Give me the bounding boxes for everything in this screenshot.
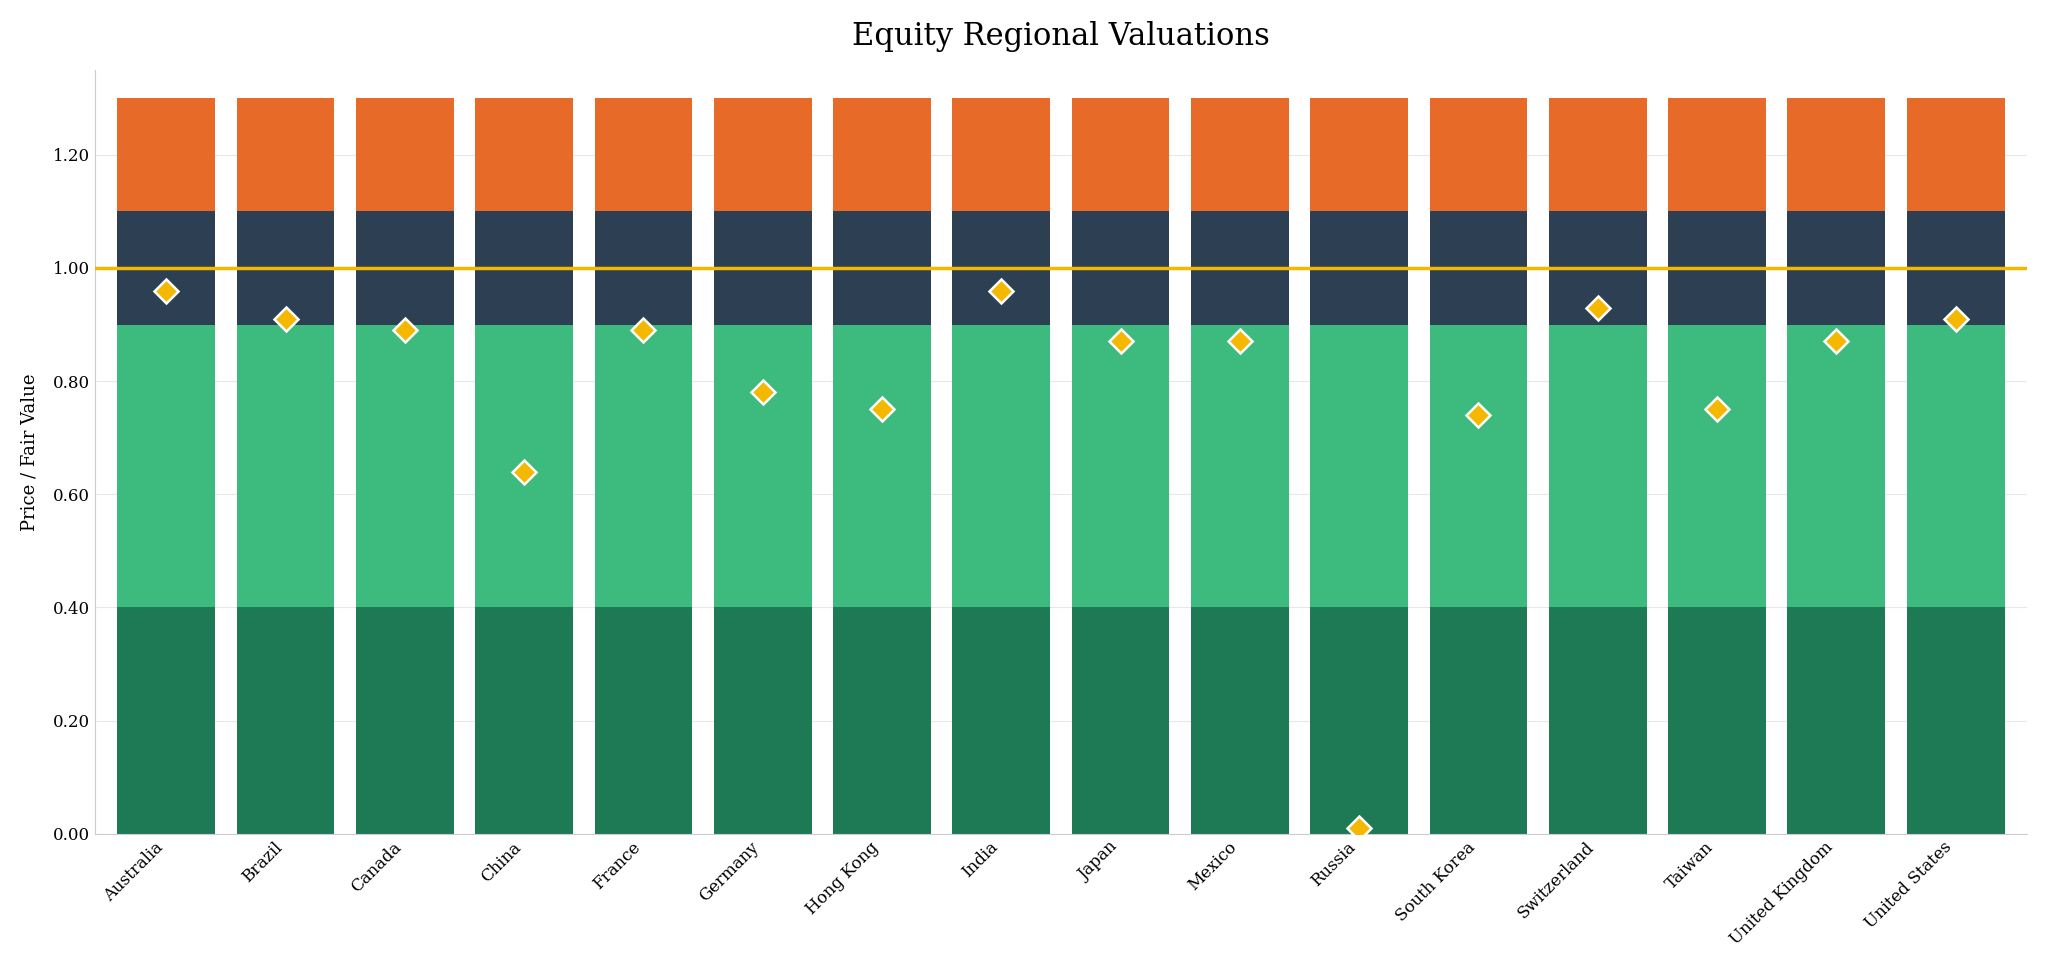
Bar [1788,325,1886,608]
Bar [1548,98,1647,211]
Bar [1548,325,1647,608]
Bar [117,98,215,211]
Bar [715,325,811,608]
Bar [1192,608,1288,834]
Bar [952,325,1051,608]
Bar [475,325,573,608]
Bar [1311,325,1409,608]
Bar [356,325,455,608]
Bar [594,211,692,325]
Bar [1669,98,1765,211]
Bar [475,211,573,325]
Bar [715,98,811,211]
Bar [1430,608,1528,834]
Bar [1548,608,1647,834]
Bar [715,211,811,325]
Bar [952,211,1051,325]
Bar [1071,211,1169,325]
Bar [356,98,455,211]
Bar [238,325,334,608]
Bar [356,211,455,325]
Bar [117,608,215,834]
Bar [952,608,1051,834]
Bar [1192,98,1288,211]
Bar [475,98,573,211]
Bar [1430,98,1528,211]
Bar [594,325,692,608]
Bar [1192,325,1288,608]
Bar [1669,608,1765,834]
Bar [715,608,811,834]
Bar [1071,608,1169,834]
Bar [1548,211,1647,325]
Bar [1311,608,1409,834]
Bar [1788,98,1886,211]
Bar [594,608,692,834]
Bar [475,608,573,834]
Bar [1907,98,2005,211]
Bar [117,211,215,325]
Bar [1430,211,1528,325]
Bar [356,608,455,834]
Bar [834,608,932,834]
Bar [1430,325,1528,608]
Bar [1311,98,1409,211]
Bar [1907,325,2005,608]
Bar [1907,608,2005,834]
Bar [1669,325,1765,608]
Bar [1311,211,1409,325]
Bar [1192,211,1288,325]
Bar [117,325,215,608]
Bar [834,98,932,211]
Title: Equity Regional Valuations: Equity Regional Valuations [852,20,1270,51]
Bar [1071,98,1169,211]
Bar [952,98,1051,211]
Bar [834,325,932,608]
Bar [238,608,334,834]
Bar [1669,211,1765,325]
Bar [238,98,334,211]
Bar [1788,608,1886,834]
Y-axis label: Price / Fair Value: Price / Fair Value [20,373,39,531]
Bar [238,211,334,325]
Bar [1907,211,2005,325]
Bar [834,211,932,325]
Bar [1071,325,1169,608]
Bar [1788,211,1886,325]
Bar [594,98,692,211]
